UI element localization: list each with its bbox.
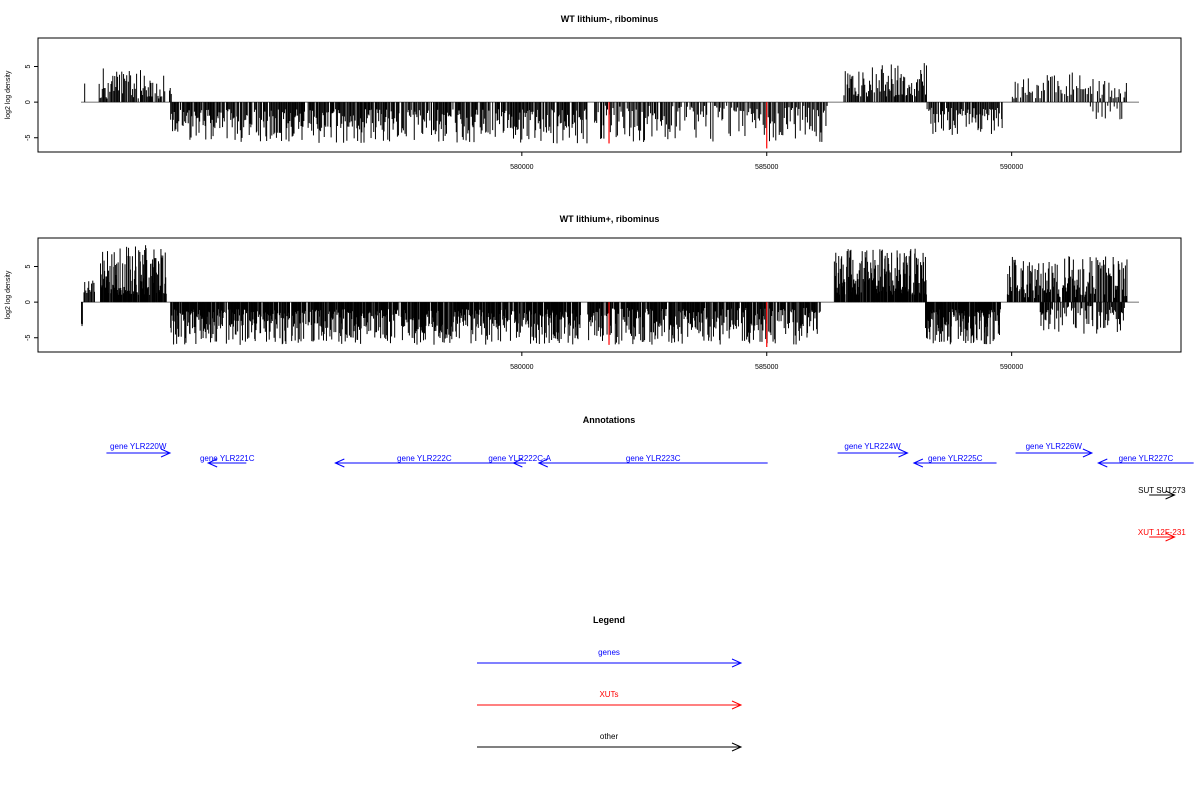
- x-tick-label: 580000: [510, 364, 533, 371]
- annotation-feature: gene YLR224W: [837, 442, 909, 458]
- y-tick-label: -5: [25, 135, 32, 141]
- annotation-feature: gene YLR221C: [200, 454, 255, 468]
- track-panel-2: WT lithium+, ribominus -5 0 5 log2 log densi…: [5, 214, 1182, 371]
- feature-arrow-head: [512, 458, 523, 468]
- annotation-feature: gene YLR223C: [537, 454, 768, 468]
- y-tick-label: 5: [25, 264, 32, 268]
- annotation-label: gene YLR221C: [200, 454, 255, 463]
- annotation-feature: gene YLR222C: [334, 454, 514, 468]
- annotation-feature: gene YLR220W: [106, 442, 172, 458]
- plot-frame: [37, 37, 1182, 153]
- y-axis-label: log2 log density: [5, 270, 12, 319]
- legend-label: genes: [598, 648, 620, 657]
- y-tick-label: 0: [25, 100, 32, 104]
- annotation-label: SUT SUT273: [1138, 486, 1186, 495]
- feature-arrow-head: [537, 458, 548, 468]
- series-2: [608, 302, 768, 348]
- y-tick-label: -5: [25, 335, 32, 341]
- y-axis-label: log2 log density: [5, 70, 12, 119]
- track-panel-1: WT lithium-, ribominus -5 0 5 log2 log densi…: [5, 14, 1182, 171]
- feature-arrow-head: [1165, 490, 1176, 500]
- y-tick-label: 0: [25, 300, 32, 304]
- feature-arrow-head: [898, 448, 909, 458]
- series-1: [84, 63, 1127, 144]
- series-1: [81, 245, 1128, 345]
- panel-title: WT lithium-, ribominus: [561, 14, 659, 24]
- annotation-feature: XUT 12F-231: [1138, 528, 1186, 542]
- feature-arrow-head: [1082, 448, 1094, 458]
- annotation-track: Annotations gene YLR220W gene YLR221C gene …: [106, 415, 1194, 542]
- annotation-label: gene YLR224W: [844, 442, 901, 451]
- annotation-label: gene YLR220W: [110, 442, 167, 451]
- annotation-feature: SUT SUT273: [1138, 486, 1186, 500]
- annotation-feature: gene YLR222C-A: [488, 454, 552, 468]
- plot-frame: [37, 237, 1182, 353]
- feature-arrow-head: [160, 448, 172, 458]
- series-2: [608, 102, 768, 149]
- legend-label: other: [600, 732, 619, 741]
- legend: Legend genes XUTs other: [477, 615, 743, 752]
- panel-title: WT lithium+, ribominus: [560, 214, 660, 224]
- x-tick-label: 585000: [755, 164, 778, 171]
- x-tick-label: 585000: [755, 364, 778, 371]
- legend-item: genes: [477, 648, 743, 668]
- annotation-label: gene YLR223C: [626, 454, 681, 463]
- feature-arrow-head: [731, 658, 743, 668]
- annotation-label: gene YLR222C-A: [488, 454, 551, 463]
- x-tick-label: 580000: [510, 164, 533, 171]
- annotation-label: gene YLR225C: [928, 454, 983, 463]
- annotation-label: gene YLR226W: [1026, 442, 1083, 451]
- feature-arrow-head: [334, 458, 345, 468]
- feature-arrow-head: [1165, 532, 1176, 542]
- y-tick-label: 5: [25, 64, 32, 68]
- legend-item: XUTs: [477, 690, 743, 710]
- feature-arrow-head: [206, 458, 218, 468]
- x-tick-label: 590000: [1000, 364, 1023, 371]
- annotation-label: gene YLR227C: [1119, 454, 1174, 463]
- annotations-title: Annotations: [583, 415, 636, 425]
- legend-item: other: [477, 732, 743, 752]
- annotation-feature: gene YLR227C: [1097, 454, 1194, 468]
- legend-title: Legend: [593, 615, 625, 625]
- feature-arrow-head: [731, 700, 743, 710]
- legend-label: XUTs: [599, 690, 618, 699]
- annotation-feature: gene YLR225C: [912, 454, 997, 468]
- x-tick-label: 590000: [1000, 164, 1023, 171]
- annotation-label: XUT 12F-231: [1138, 528, 1186, 537]
- annotation-feature: gene YLR226W: [1015, 442, 1094, 458]
- feature-arrow-head: [731, 742, 743, 752]
- feature-arrow-head: [912, 458, 924, 468]
- feature-arrow-head: [1097, 458, 1108, 468]
- annotation-label: gene YLR222C: [397, 454, 452, 463]
